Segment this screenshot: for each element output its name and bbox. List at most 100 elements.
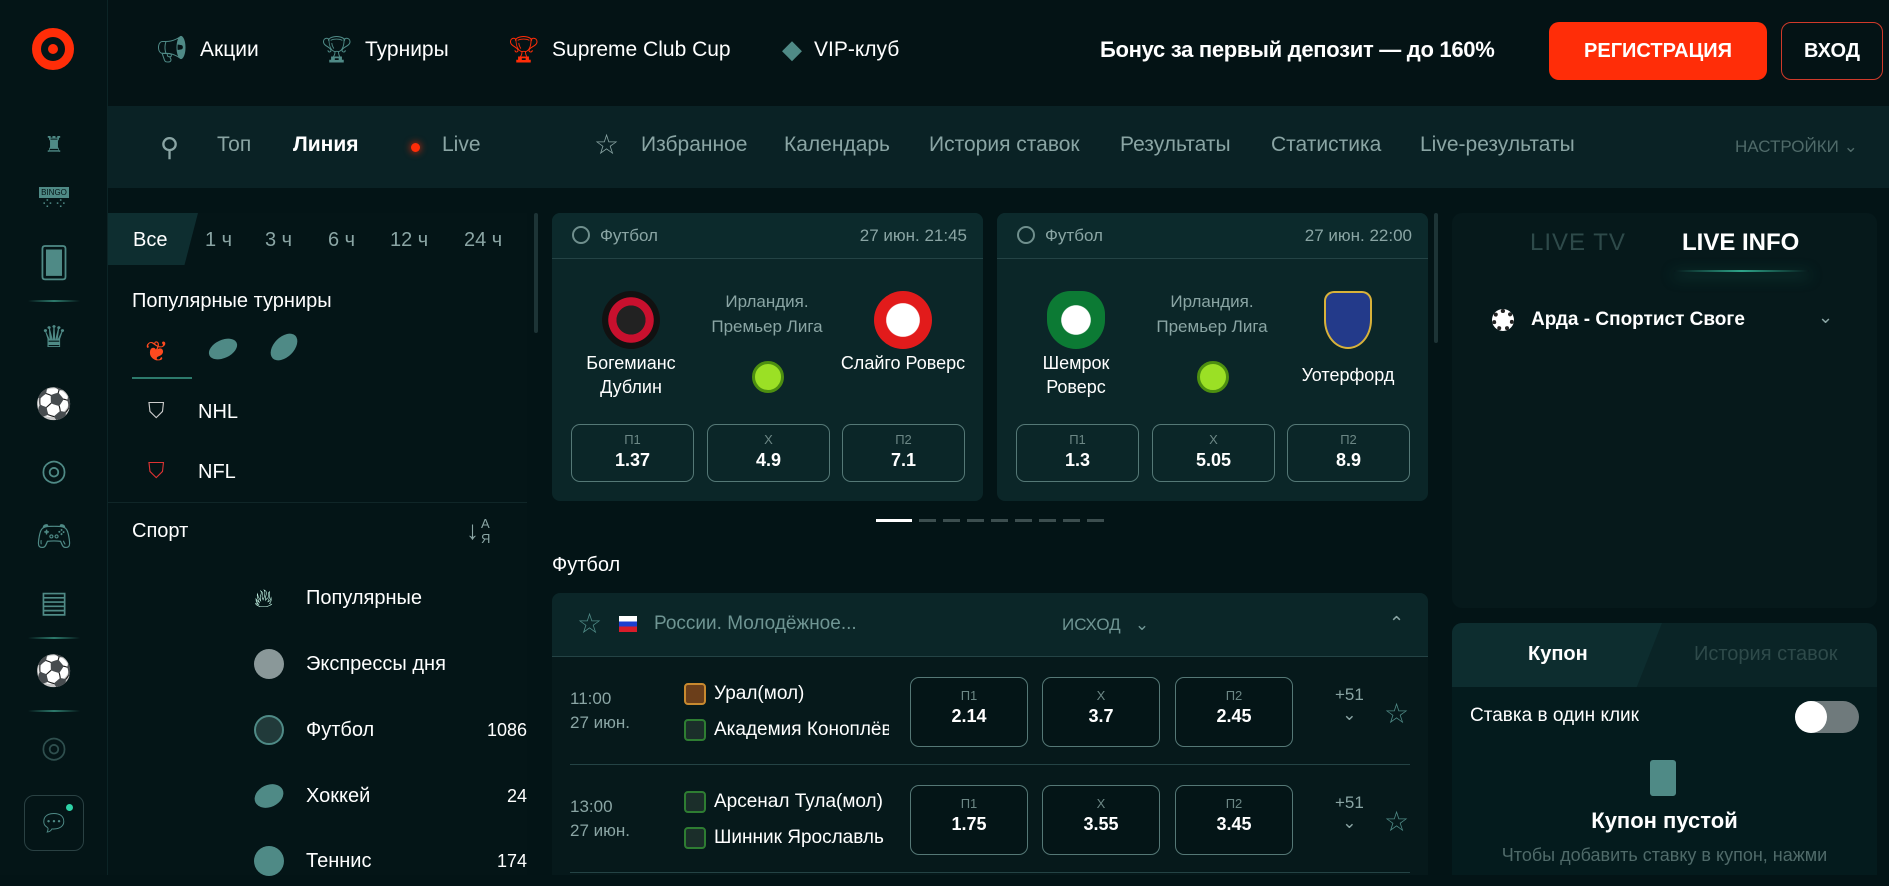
- register-button[interactable]: РЕГИСТРАЦИЯ: [1549, 22, 1767, 80]
- odds-button[interactable]: П2 7.1: [842, 424, 965, 482]
- filter-3h[interactable]: 3 ч: [265, 229, 293, 251]
- filter-all[interactable]: Все: [133, 229, 168, 251]
- odds-button[interactable]: П1 2.14: [910, 677, 1028, 747]
- odds-button[interactable]: П1 1.3: [1016, 424, 1139, 482]
- filter-1h[interactable]: 1 ч: [205, 229, 233, 251]
- odds-button[interactable]: П2 8.9: [1287, 424, 1410, 482]
- odds-button[interactable]: X 5.05: [1152, 424, 1275, 482]
- link-favorites[interactable]: Избранное: [641, 133, 748, 156]
- filter-12h[interactable]: 12 ч: [390, 229, 429, 251]
- one-click-toggle[interactable]: [1795, 701, 1859, 733]
- nav-promotions[interactable]: 📢︎ Акции: [155, 34, 259, 64]
- megaphone-icon: 📢︎: [155, 34, 189, 64]
- odds-button[interactable]: X 3.55: [1042, 785, 1160, 855]
- odds-button[interactable]: П1 1.75: [910, 785, 1028, 855]
- team-logo-shamrock: [1047, 291, 1105, 349]
- filter-active-bg: [108, 213, 198, 265]
- trophy-icon: 🏆︎: [320, 34, 354, 64]
- live-match-title[interactable]: Арда - Спортист Своге: [1531, 309, 1745, 330]
- match-row[interactable]: 11:00 27 июн. Урал(мол) Академия Коноплё…: [570, 657, 1410, 765]
- chevron-down-icon: ⌄: [1342, 705, 1357, 724]
- team-logo-ural: [684, 683, 706, 705]
- gamepad-icon[interactable]: 🎮︎: [34, 519, 74, 553]
- settings-dropdown[interactable]: НАСТРОЙКИ ⌄: [1735, 137, 1858, 156]
- tab-bet-history[interactable]: История ставок: [1694, 643, 1838, 665]
- tab-coupon[interactable]: Купон: [1528, 643, 1588, 665]
- tournament-nfl[interactable]: ⛉ NFL: [148, 458, 236, 483]
- filter-24h[interactable]: 24 ч: [464, 229, 503, 251]
- more-markets-button[interactable]: +51 ⌄: [1335, 685, 1364, 724]
- sport-hockey[interactable]: Хоккей 24: [108, 771, 527, 821]
- basketball-trophy-icon[interactable]: ♛: [40, 320, 68, 354]
- sport-popular[interactable]: 🔥︎ Популярные: [254, 583, 423, 613]
- tab-live-tv[interactable]: LIVE TV: [1530, 229, 1626, 256]
- chevron-down-icon[interactable]: ⌄: [1818, 307, 1834, 327]
- sport-tennis[interactable]: Теннис 174: [108, 836, 527, 886]
- receipt-icon[interactable]: ▤: [39, 585, 69, 619]
- esports-icon[interactable]: ⚽: [35, 654, 73, 688]
- search-icon[interactable]: ⚲: [160, 132, 180, 162]
- tab-line[interactable]: Линия: [293, 133, 359, 156]
- cards-scrollbar[interactable]: [1434, 213, 1438, 343]
- coupon-tab-bg: [1452, 623, 1662, 687]
- tab-live[interactable]: Live: [442, 133, 481, 156]
- logo-icon[interactable]: [32, 28, 74, 70]
- team-logo-sligo: [874, 291, 932, 349]
- league-header[interactable]: ☆ России. Молодёжное... ИСХОД ⌄ ⌃: [552, 593, 1428, 657]
- star-icon[interactable]: ☆: [1384, 698, 1410, 729]
- nav-tournaments[interactable]: 🏆︎ Турниры: [320, 34, 449, 64]
- bingo-icon[interactable]: BINGO ⁘⁘: [39, 186, 69, 213]
- match-row[interactable]: 13:00 27 июн. Арсенал Тула(мол) Шинник Я…: [570, 765, 1410, 873]
- team-logo-placeholder: [684, 791, 706, 813]
- sort-az-button[interactable]: ↓ А Я: [466, 515, 491, 546]
- odds-button[interactable]: П1 1.37: [571, 424, 694, 482]
- divider: [108, 502, 527, 503]
- target-icon[interactable]: ◎: [40, 453, 68, 487]
- collapse-chevron-up-icon[interactable]: ⌃: [1389, 613, 1405, 633]
- cup-ball-icon: 🏆︎: [507, 34, 541, 64]
- tournament-nhl[interactable]: ⛉ NHL: [148, 398, 239, 423]
- link-results[interactable]: Результаты: [1120, 133, 1231, 156]
- one-click-label: Ставка в один клик: [1470, 705, 1639, 726]
- nfl-logo-icon: ⛉: [148, 458, 165, 483]
- darts-icon[interactable]: ◎: [40, 730, 68, 764]
- team-logo-placeholder: [684, 827, 706, 849]
- sport-express[interactable]: Экспрессы дня: [108, 639, 527, 689]
- casino-table-icon[interactable]: ♜: [44, 132, 64, 157]
- carousel-pagination[interactable]: [876, 519, 1104, 522]
- odds-button[interactable]: П2 3.45: [1175, 785, 1293, 855]
- tab-live-info[interactable]: LIVE INFO: [1682, 229, 1800, 256]
- login-button[interactable]: ВХОД: [1781, 22, 1883, 80]
- tab-top[interactable]: Топ: [217, 133, 252, 156]
- market-select[interactable]: ИСХОД ⌄: [1062, 615, 1150, 634]
- sport-football[interactable]: Футбол 1086: [108, 705, 527, 755]
- link-statistics[interactable]: Статистика: [1271, 133, 1382, 156]
- chat-button[interactable]: 💬︎: [24, 795, 84, 851]
- link-live-results[interactable]: Live-результаты: [1420, 133, 1575, 156]
- tab-underline: [132, 377, 192, 379]
- link-bet-history[interactable]: История ставок: [929, 133, 1080, 156]
- laurel-icon[interactable]: ❦: [145, 336, 169, 367]
- odds-button[interactable]: X 4.9: [707, 424, 830, 482]
- featured-match-card[interactable]: Футбол 27 июн. 22:00 Шемрок Роверс Ирлан…: [997, 213, 1428, 501]
- featured-match-card[interactable]: Футбол 27 июн. 21:45 Богемианс Дублин Ир…: [552, 213, 983, 501]
- coupon-empty-text: Чтобы добавить ставку в купон, нажми: [1501, 845, 1828, 865]
- filter-6h[interactable]: 6 ч: [328, 229, 356, 251]
- odds-button[interactable]: X 3.7: [1042, 677, 1160, 747]
- link-calendar[interactable]: Календарь: [784, 133, 890, 156]
- team-logo-waterford: [1324, 291, 1372, 349]
- chevron-down-icon: ⌄: [1843, 137, 1858, 156]
- soccer-ball-icon: [254, 715, 284, 745]
- russia-flag-icon: [619, 616, 637, 632]
- team-logo-bohemians: [602, 291, 660, 349]
- sidebar-scrollbar[interactable]: [534, 213, 538, 333]
- soccer-ball-icon: [572, 226, 590, 244]
- football-icon[interactable]: ⚽: [35, 387, 73, 421]
- cards-icon[interactable]: 🂠: [38, 246, 70, 280]
- star-icon[interactable]: ☆: [577, 608, 603, 639]
- star-icon[interactable]: ☆: [1384, 806, 1410, 837]
- nav-vip-club[interactable]: ◆ VIP-клуб: [782, 34, 900, 64]
- more-markets-button[interactable]: +51 ⌄: [1335, 793, 1364, 832]
- odds-button[interactable]: П2 2.45: [1175, 677, 1293, 747]
- nav-supreme-club-cup[interactable]: 🏆︎ Supreme Club Cup: [507, 34, 731, 64]
